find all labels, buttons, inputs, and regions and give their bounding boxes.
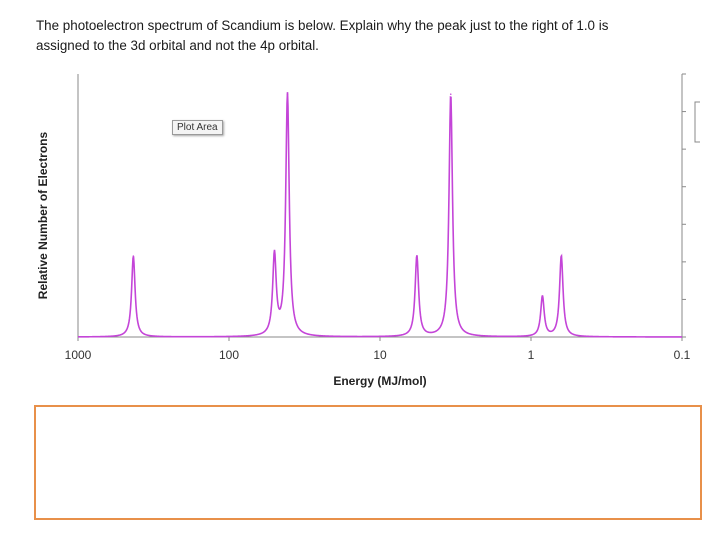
answer-box[interactable]: [34, 405, 702, 520]
question-line-2: assigned to the 3d orbital and not the 4…: [36, 38, 319, 53]
spectrum-line: [77, 92, 682, 338]
x-tick-label: 10: [373, 348, 387, 362]
plot-area-tooltip: Plot Area: [172, 120, 223, 135]
chart-labels: 1000 100 10 1 0.1 Energy (MJ/mol) Relative Num…: [36, 131, 691, 388]
x-axis-title: Energy (MJ/mol): [333, 374, 426, 388]
peak-4: [416, 255, 418, 257]
x-tick-label: 0.1: [674, 348, 691, 362]
peak-5: [449, 93, 452, 96]
peak-1: [132, 255, 135, 257]
peak-6: [541, 295, 544, 298]
x-tick-label: 100: [219, 348, 239, 362]
y-axis-title: Relative Number of Electrons: [36, 131, 50, 299]
question-line-1: The photoelectron spectrum of Scandium i…: [36, 18, 609, 33]
chart-axes: [77, 73, 700, 341]
peak-3: [286, 93, 289, 96]
chart-series: [77, 92, 682, 338]
peak-7: [560, 255, 563, 257]
peak-2: [273, 255, 276, 257]
x-tick-label: 1: [528, 348, 535, 362]
right-edge-bracket: [694, 101, 700, 143]
x-tick-label: 1000: [65, 348, 92, 362]
question-text: The photoelectron spectrum of Scandium i…: [36, 16, 696, 56]
pes-chart: 1000 100 10 1 0.1 Energy (MJ/mol) Relative Num…: [36, 73, 700, 388]
